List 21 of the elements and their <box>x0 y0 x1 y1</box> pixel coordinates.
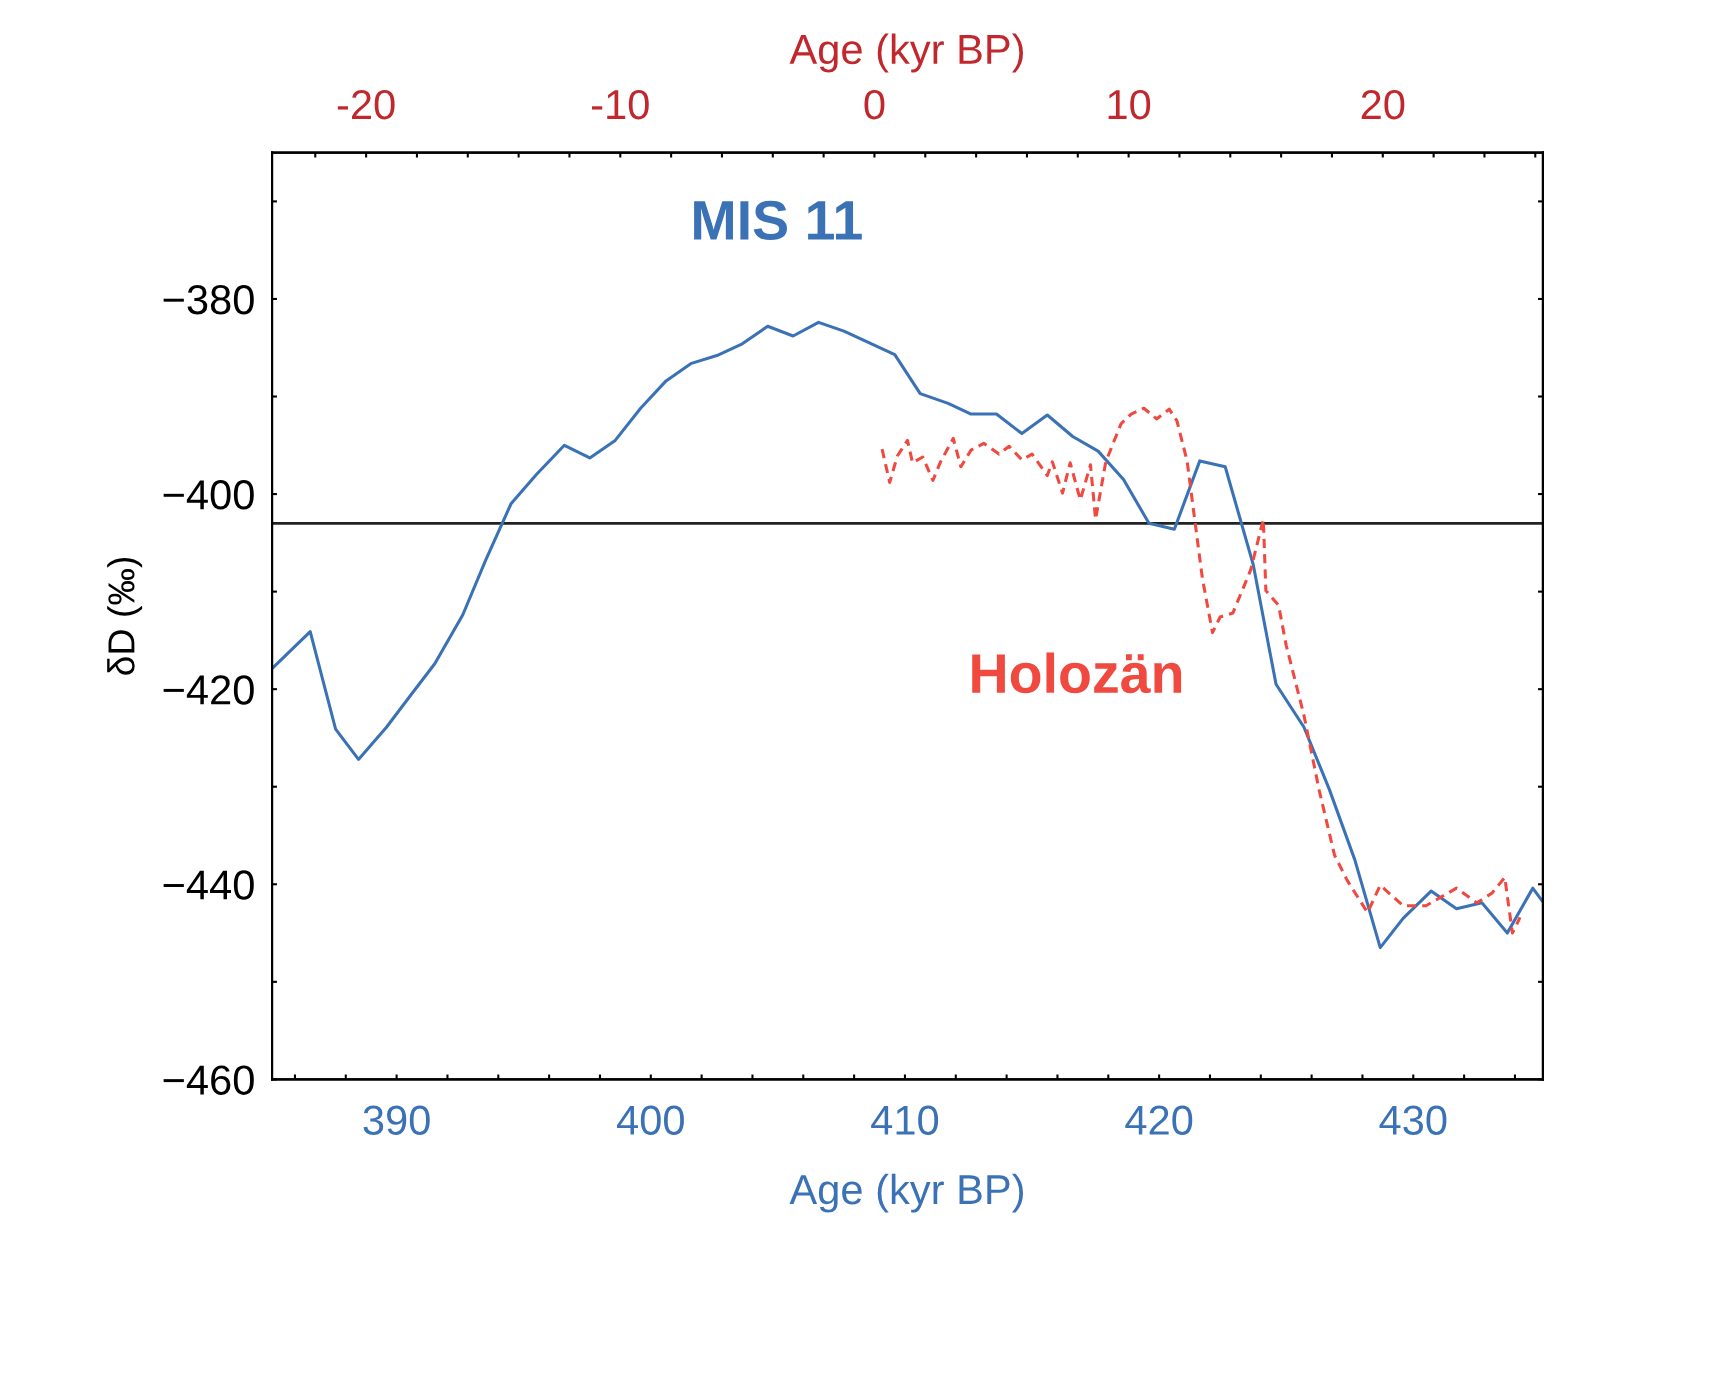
x2-axis-title: Age (kyr BP) <box>789 33 1023 73</box>
x-tick-label: 420 <box>1125 1105 1193 1135</box>
x-tick-label: 430 <box>1379 1105 1447 1135</box>
x2-tick-label: 0 <box>864 89 885 120</box>
x-tick-label: 400 <box>616 1105 684 1135</box>
y-tick-label: −460 <box>163 1065 254 1095</box>
x2-tick-label: -20 <box>337 89 395 120</box>
line-series <box>272 320 1543 950</box>
x-axis-title: Age (kyr BP) <box>789 1173 1023 1213</box>
x2-tick-label: 20 <box>1361 89 1405 120</box>
x-tick-label: 390 <box>363 1105 430 1135</box>
series-label: Holozän <box>972 652 1182 694</box>
y-axis-title: δD (‰) <box>107 557 143 675</box>
x-tick-label: 410 <box>871 1105 939 1135</box>
y-tick-label: −440 <box>163 870 254 900</box>
y-tick-label: −400 <box>163 480 254 510</box>
x2-tick-label: 10 <box>1108 89 1151 120</box>
y-tick-label: −420 <box>163 675 254 705</box>
series-label: MIS 11 <box>694 200 862 241</box>
x2-tick-label: -10 <box>592 89 649 120</box>
y-tick-label: −380 <box>163 284 254 315</box>
